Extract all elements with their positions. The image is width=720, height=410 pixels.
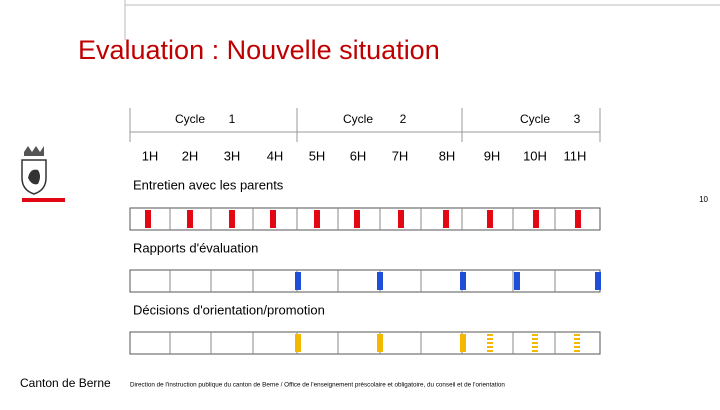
marker — [295, 272, 301, 290]
row-label: Entretien avec les parents — [133, 177, 284, 192]
grade-label: 11H — [564, 148, 587, 163]
logo — [21, 146, 47, 195]
marker — [229, 210, 235, 228]
marker-dot — [574, 338, 580, 340]
marker-dot — [574, 334, 580, 336]
cycle-label: Cycle — [343, 112, 373, 126]
grade-label: 3H — [224, 148, 241, 163]
marker — [487, 210, 493, 228]
row-label: Rapports d'évaluation — [133, 240, 258, 255]
cycle-label: Cycle — [175, 112, 205, 126]
marker — [443, 210, 449, 228]
row-label: Décisions d'orientation/promotion — [133, 302, 325, 317]
marker — [295, 334, 301, 352]
grade-label: 1H — [142, 148, 159, 163]
marker — [575, 210, 581, 228]
cycle-number: 3 — [574, 112, 581, 126]
marker — [398, 210, 404, 228]
grade-label: 7H — [392, 148, 409, 163]
cycle-header — [129, 108, 601, 142]
marker — [187, 210, 193, 228]
marker-dot — [487, 346, 493, 348]
marker-dot — [532, 338, 538, 340]
accent-bar — [22, 198, 65, 202]
grade-label: 6H — [350, 148, 367, 163]
marker — [354, 210, 360, 228]
marker-dot — [574, 350, 580, 352]
marker-dot — [487, 334, 493, 336]
marker-dot — [532, 342, 538, 344]
marker — [514, 272, 520, 290]
row-box — [129, 331, 601, 355]
marker-dot — [487, 338, 493, 340]
marker — [533, 210, 539, 228]
cycle-label: Cycle — [520, 112, 550, 126]
footer-department: Direction de l'instruction publique du c… — [130, 382, 505, 389]
grade-label: 4H — [267, 148, 284, 163]
row-box — [129, 269, 601, 293]
cycle-number: 1 — [229, 112, 236, 126]
marker — [270, 210, 276, 228]
slide-title: Evaluation : Nouvelle situation — [78, 35, 440, 65]
marker — [460, 334, 466, 352]
grade-label: 9H — [484, 148, 501, 163]
marker — [377, 334, 383, 352]
grade-label: 10H — [523, 148, 547, 163]
grade-label: 5H — [309, 148, 326, 163]
marker-dot — [532, 334, 538, 336]
footer-organization: Canton de Berne — [20, 376, 111, 390]
row-box — [129, 207, 601, 231]
marker-dot — [574, 342, 580, 344]
marker — [595, 272, 601, 290]
cycle-number: 2 — [400, 112, 407, 126]
marker — [460, 272, 466, 290]
marker-dot — [487, 350, 493, 352]
marker-dot — [532, 350, 538, 352]
marker-dot — [574, 346, 580, 348]
marker — [145, 210, 151, 228]
grade-label: 8H — [439, 148, 456, 163]
page-number: 10 — [699, 195, 708, 204]
marker — [314, 210, 320, 228]
marker-dot — [532, 346, 538, 348]
marker — [377, 272, 383, 290]
marker-dot — [487, 342, 493, 344]
grade-label: 2H — [182, 148, 199, 163]
